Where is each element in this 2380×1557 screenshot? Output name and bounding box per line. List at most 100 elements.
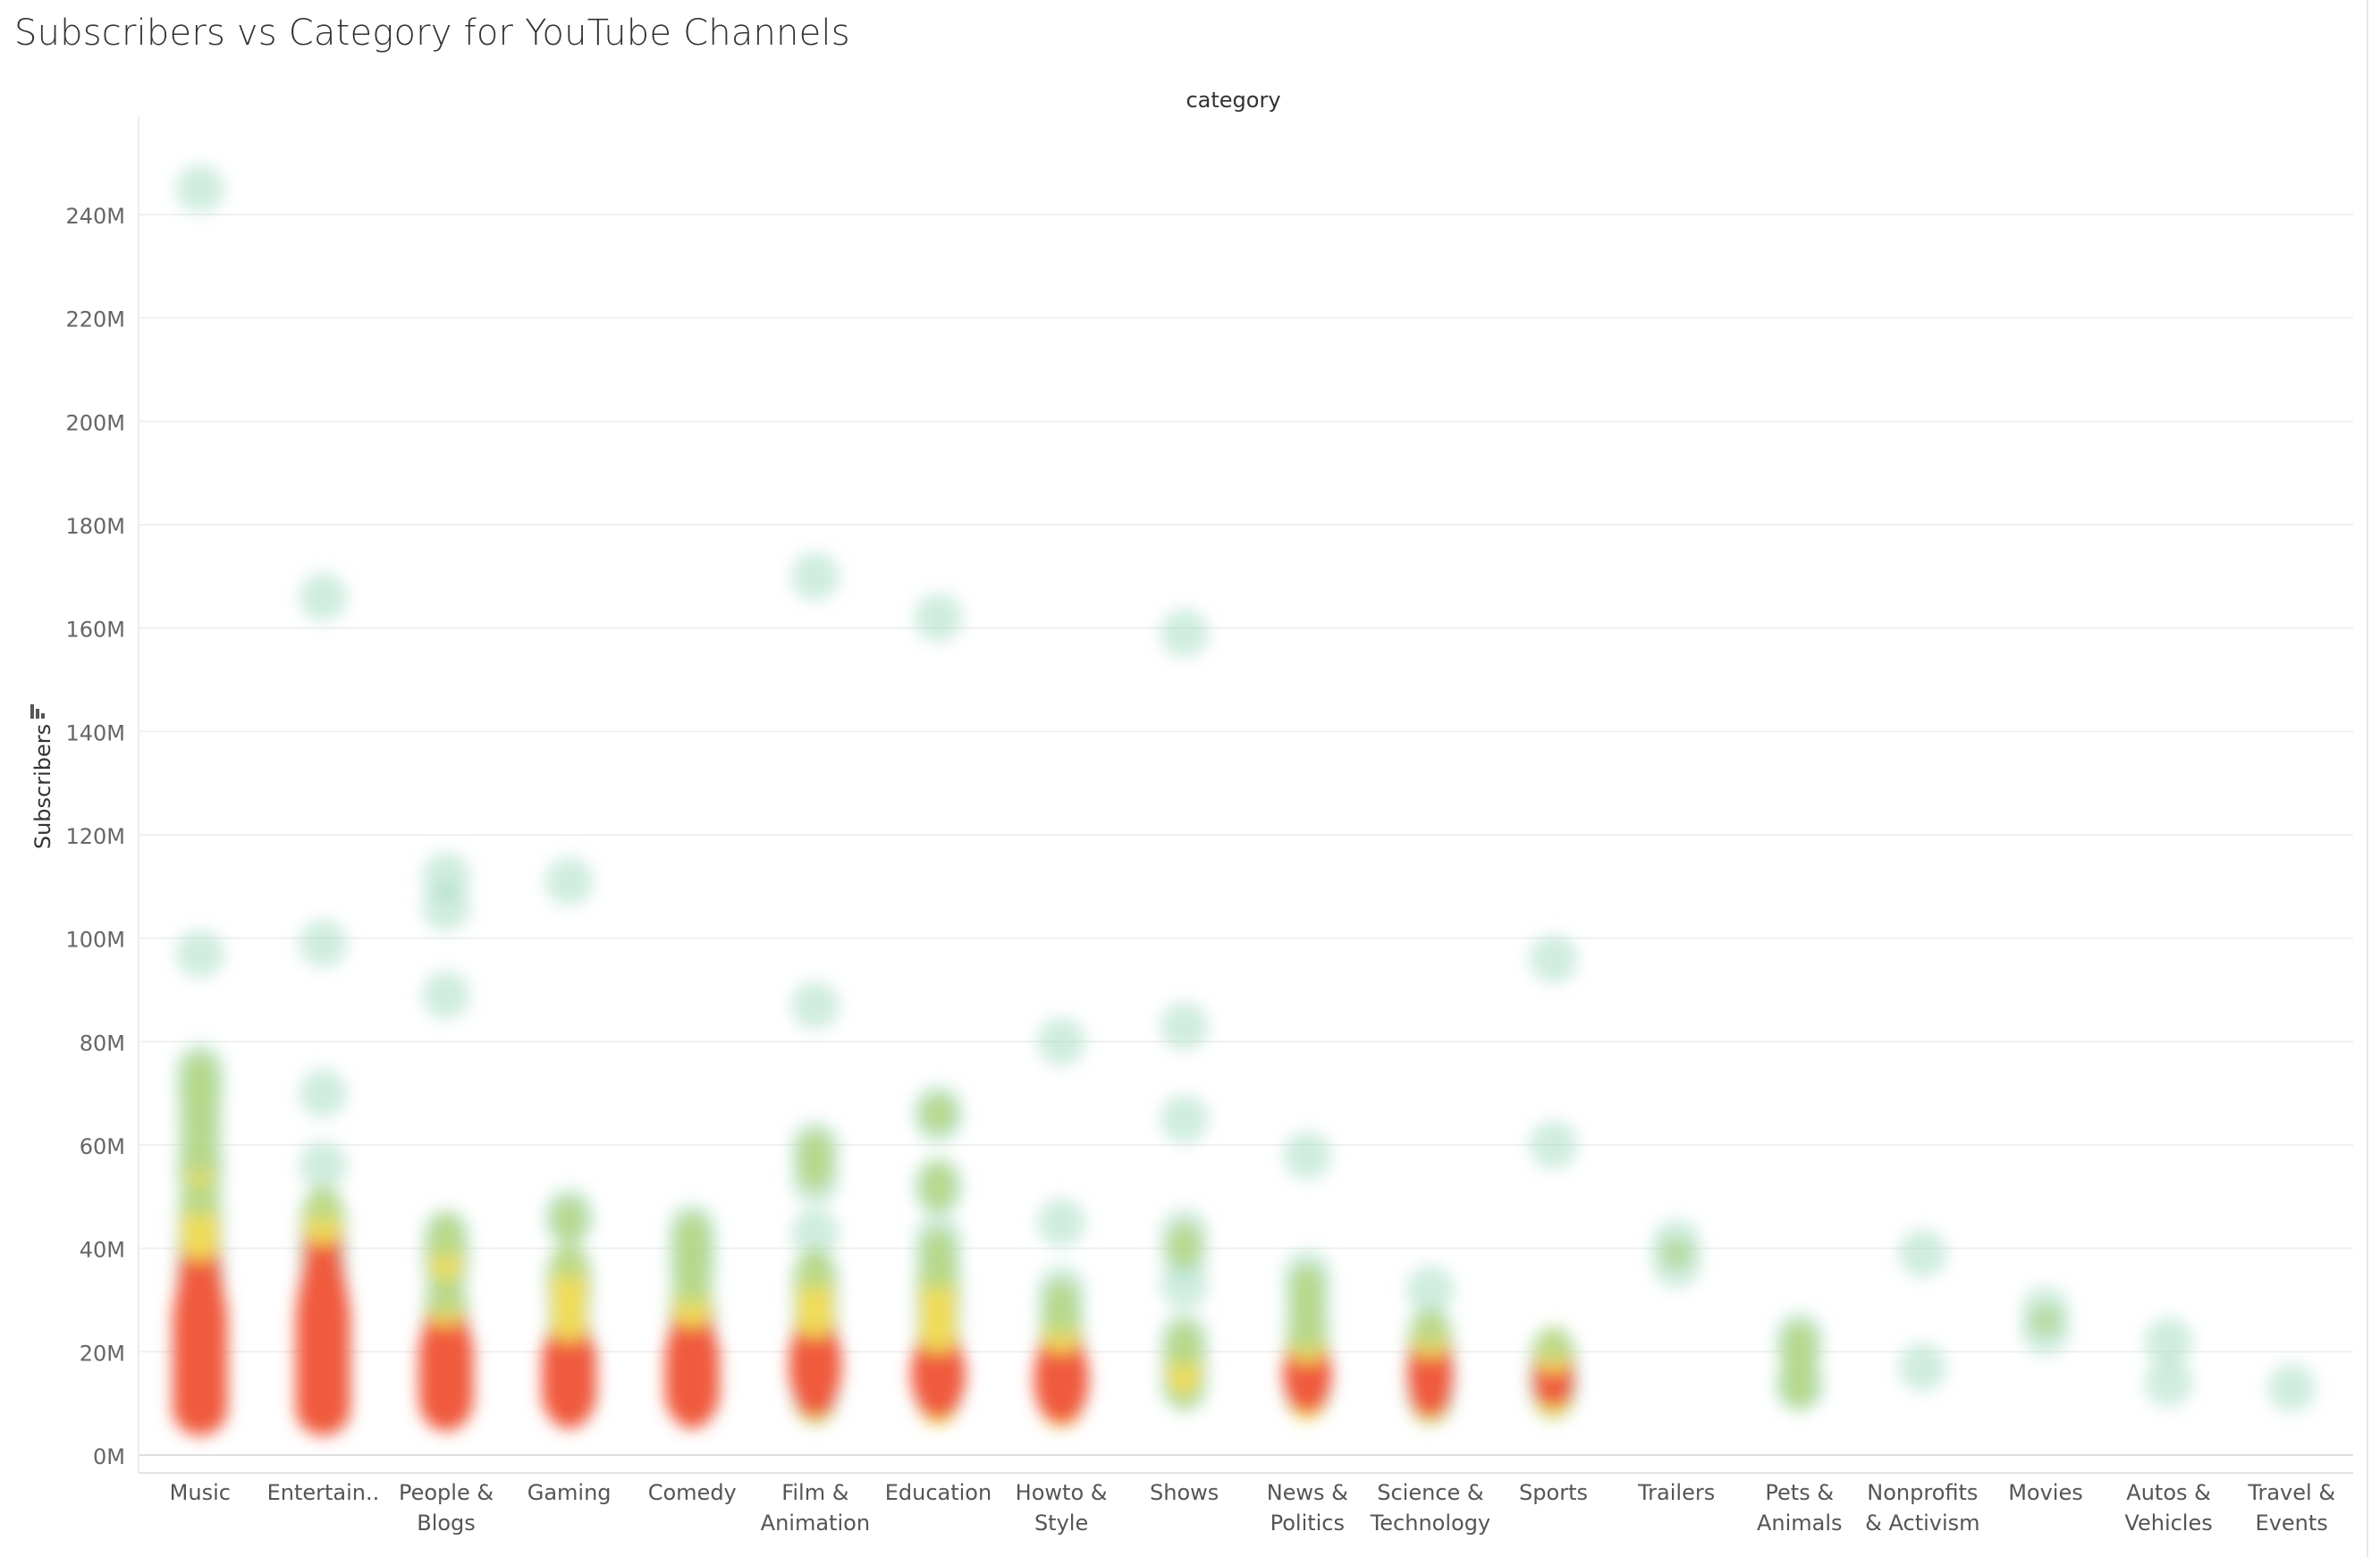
y-tick-label: 200M [65,410,125,435]
category-density-0 [173,164,228,1436]
x-tick-label: Music [170,1480,231,1505]
data-point[interactable] [1898,1229,1947,1278]
density-core [922,1092,955,1125]
data-point[interactable] [1037,1017,1086,1066]
x-tick-label: Trailers [1637,1480,1715,1505]
density-core [1291,1263,1323,1295]
density-marks [173,164,2317,1436]
density-core [1168,1319,1201,1353]
y-tick-label: 60M [80,1134,125,1159]
density-core [553,1196,586,1229]
category-density-17 [2267,1363,2317,1412]
density-core [922,1227,955,1259]
y-axis-title: Subscribers [30,724,55,849]
data-point[interactable] [299,919,348,968]
data-point[interactable] [175,164,224,214]
data-point[interactable] [790,980,840,1030]
density-core [799,1248,831,1280]
sort-icon[interactable] [30,704,45,719]
data-point[interactable] [422,971,471,1020]
y-tick-label: 20M [80,1341,125,1366]
x-tick-label: Entertain.. [267,1480,380,1505]
category-density-8 [1160,609,1209,1412]
data-point[interactable] [544,857,594,906]
x-tick-label: News & Politics [1267,1480,1348,1536]
x-tick-label: Howto & Style [1016,1480,1108,1536]
x-axis-title: category [1186,88,1280,113]
data-point[interactable] [1160,609,1209,658]
x-tick-label: Science & Technology [1370,1480,1490,1536]
x-tick-label: Movies [2008,1480,2083,1505]
data-point[interactable] [1160,1095,1209,1144]
category-density-12 [1652,1218,1701,1289]
y-tick-label: 120M [65,824,125,849]
x-tick-label: Education [885,1480,992,1505]
density-core [2030,1305,2062,1337]
category-density-6 [910,593,966,1427]
data-point[interactable] [914,593,963,643]
y-tick-label: 160M [65,618,125,643]
y-tick-label: 40M [80,1238,125,1263]
density-core [1169,1222,1201,1254]
y-tick-label: 220M [65,307,125,332]
data-point[interactable] [1529,934,1578,983]
category-density-5 [789,551,842,1427]
category-density-16 [2144,1317,2193,1408]
x-tick-label: Film & Animation [761,1480,870,1536]
data-point[interactable] [1405,1265,1455,1314]
density-core [922,1160,954,1192]
density-core [1414,1309,1447,1342]
data-point[interactable] [299,1141,348,1191]
category-density-14 [1898,1229,1947,1392]
density-core [553,1242,586,1275]
x-tick-label: Pets & Animals [1757,1480,1843,1536]
x-tick-label: Gaming [527,1480,612,1505]
density-core [676,1211,709,1244]
gridlines [139,214,2353,1456]
density-core [1537,1326,1570,1358]
category-density-10 [1405,1265,1455,1427]
category-density-1 [295,572,351,1436]
y-tick-label: 0M [93,1444,125,1469]
data-point[interactable] [175,930,224,979]
data-point[interactable] [422,882,471,931]
x-tick-label: Autos & Vehicles [2124,1480,2212,1536]
y-tick-label: 100M [65,928,125,953]
density-core [1660,1237,1692,1270]
x-tick-label: Sports [1519,1480,1588,1505]
category-density-7 [1034,1017,1089,1429]
chart-title: Subscribers vs Category for YouTube Chan… [14,13,850,54]
density-core [307,1185,340,1218]
data-point[interactable] [1037,1198,1086,1247]
data-point[interactable] [790,551,840,601]
y-tick-label: 180M [65,514,125,539]
category-density-2 [418,852,474,1432]
category-density-9 [1282,1131,1332,1421]
category-density-13 [1775,1311,1824,1412]
y-tick-label: 240M [65,204,125,229]
data-point[interactable] [299,572,348,621]
x-tick-label: People & Blogs [399,1480,494,1536]
density-core [1784,1320,1816,1352]
density-core [799,1129,831,1161]
category-density-15 [2021,1286,2070,1356]
category-density-4 [664,1203,720,1429]
density-core [430,1211,462,1244]
data-point[interactable] [1898,1342,1947,1392]
x-tick-label: Nonprofits & Activism [1865,1480,1979,1536]
data-point[interactable] [1160,1001,1209,1050]
y-tick-label: 80M [80,1031,125,1056]
category-density-11 [1529,934,1578,1421]
x-tick-label: Travel & Events [2247,1480,2335,1536]
data-point[interactable] [2144,1359,2193,1408]
data-point[interactable] [790,1208,840,1258]
data-point[interactable] [299,1069,348,1118]
data-point[interactable] [1160,1260,1209,1309]
data-point[interactable] [1529,1121,1578,1169]
labels: Subscribers category Music Entertain.. Peopl… [30,88,2335,1536]
data-point[interactable] [2144,1317,2193,1366]
data-point[interactable] [2267,1363,2317,1412]
pane-divider [2367,0,2368,1557]
density-core [1045,1278,1077,1311]
data-point[interactable] [1283,1131,1332,1180]
